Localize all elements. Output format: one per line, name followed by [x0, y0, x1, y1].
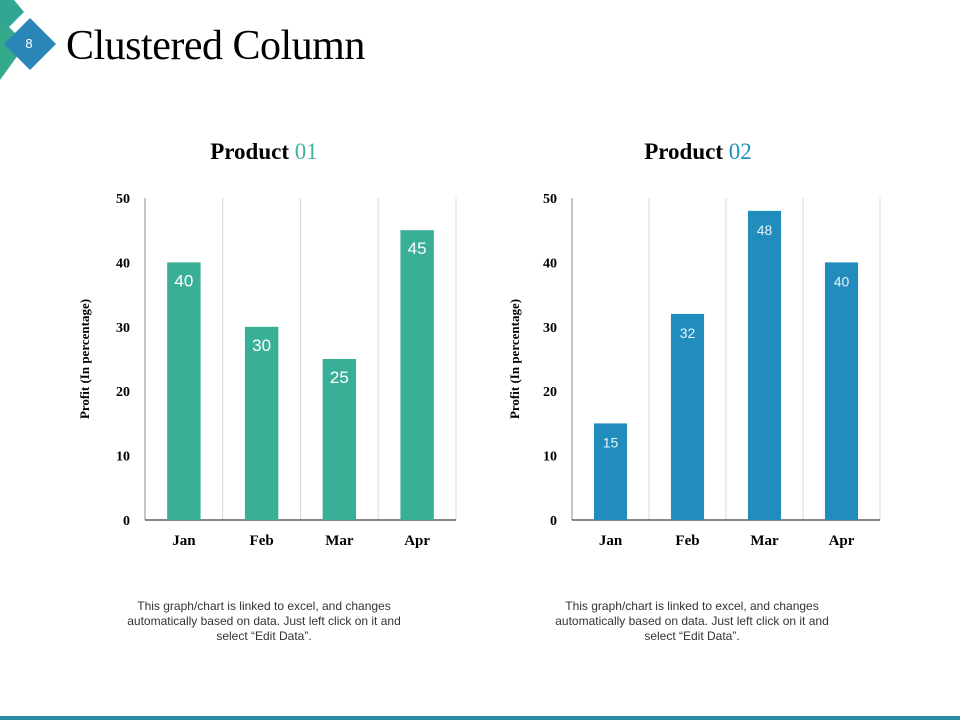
corner-diamond-teal [0, 0, 24, 30]
chart-title-word: Product [644, 139, 729, 164]
y-tick-label: 0 [123, 514, 130, 529]
y-tick-label: 50 [116, 192, 130, 207]
data-label: 15 [603, 434, 619, 450]
bar-jan [167, 262, 201, 520]
x-tick-label: Apr [829, 533, 855, 549]
chart-note-product-02: This graph/chart is linked to excel, and… [555, 599, 829, 643]
y-tick-label: 50 [543, 192, 557, 207]
data-label: 40 [174, 271, 193, 290]
y-tick-label: 30 [543, 321, 557, 336]
data-label: 25 [330, 368, 349, 387]
y-tick-label: 40 [543, 256, 557, 271]
bar-mar [747, 210, 782, 520]
chart-title-word: Product [210, 139, 295, 164]
bar-feb [670, 313, 705, 520]
x-tick-label: Apr [404, 533, 430, 549]
bar-jan [593, 423, 628, 520]
x-tick-label: Mar [750, 533, 779, 549]
y-tick-label: 10 [543, 450, 557, 465]
chart-title: Product 01 [210, 139, 318, 164]
corner-decoration [0, 0, 56, 80]
bar-feb [244, 326, 279, 520]
bar-mar [322, 359, 357, 520]
y-tick-label: 40 [116, 256, 130, 271]
x-tick-label: Jan [599, 533, 623, 549]
slide-title: Clustered Column [66, 23, 365, 69]
y-tick-label: 10 [116, 450, 130, 465]
bottom-accent-line [0, 716, 960, 720]
x-tick-label: Feb [250, 533, 274, 549]
data-label: 45 [408, 239, 427, 258]
slide-number: 8 [25, 36, 33, 51]
chart-title-number: 02 [729, 139, 752, 164]
data-label: 30 [252, 336, 271, 355]
bar-apr [400, 230, 434, 520]
chart-2: Product 02 0 10 20 30 40 50 Profit (In percenta… [507, 139, 881, 549]
y-axis-label: Profit (In percentage) [77, 299, 92, 419]
corner-diamond-blue [4, 18, 56, 70]
y-axis-label: Profit (In percentage) [507, 299, 522, 419]
bar-apr [824, 262, 859, 520]
data-label: 48 [757, 222, 773, 238]
chart-title-number: 01 [295, 139, 318, 164]
data-label: 32 [680, 325, 696, 341]
y-tick-label: 20 [543, 385, 557, 400]
x-tick-label: Mar [325, 533, 354, 549]
x-tick-label: Jan [172, 533, 196, 549]
y-tick-label: 0 [550, 514, 557, 529]
chart-title: Product 02 [644, 139, 752, 164]
y-tick-label: 30 [116, 321, 130, 336]
data-label: 40 [834, 273, 850, 289]
x-tick-label: Feb [675, 533, 699, 549]
y-tick-label: 20 [116, 385, 130, 400]
chart-note-product-01: This graph/chart is linked to excel, and… [127, 599, 401, 643]
